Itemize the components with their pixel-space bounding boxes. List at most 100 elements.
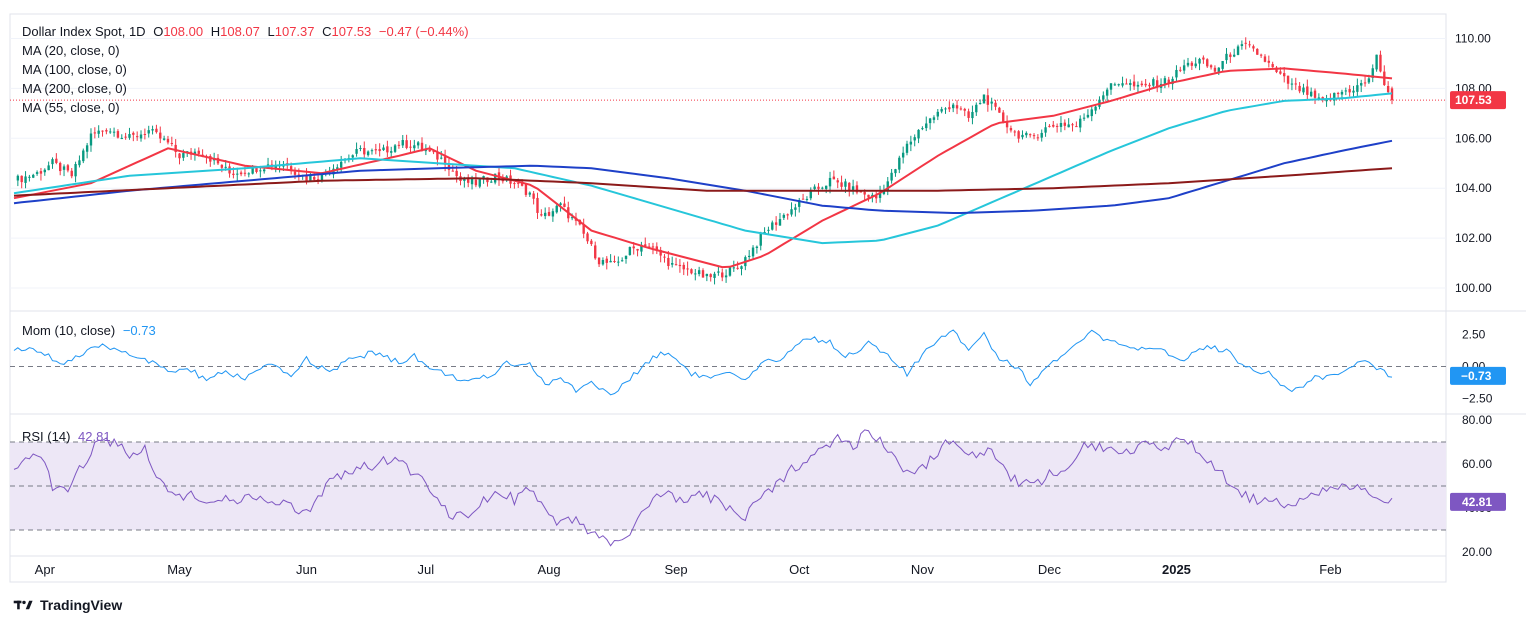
- candle-body: [1313, 90, 1317, 98]
- candle-body: [1213, 67, 1217, 72]
- candle-body: [497, 172, 501, 179]
- candle-body: [93, 132, 97, 134]
- candle-body: [239, 172, 243, 175]
- candle-body: [370, 150, 374, 152]
- candle-body: [901, 152, 905, 158]
- y-tick-label: 102.00: [1455, 231, 1492, 245]
- candle-body: [1036, 137, 1040, 139]
- candle-body: [1198, 58, 1201, 64]
- candle-body: [690, 269, 693, 274]
- candle-body: [16, 175, 20, 181]
- candle-body: [1005, 121, 1009, 128]
- candle-body: [1367, 78, 1371, 83]
- candle-body: [697, 270, 701, 275]
- candle-body: [955, 105, 959, 109]
- candle-body: [193, 151, 197, 156]
- candle-body: [586, 233, 589, 242]
- candle-body: [1190, 62, 1194, 66]
- candle-body: [667, 257, 670, 267]
- candle-body: [794, 207, 797, 210]
- ma20-legend[interactable]: MA (20, close, 0): [22, 43, 120, 58]
- ma55-legend[interactable]: MA (55, close, 0): [22, 100, 120, 115]
- candle-body: [47, 165, 50, 171]
- ma55-line: [13, 92, 1393, 245]
- candle-body: [663, 256, 666, 258]
- candle-body: [1028, 134, 1032, 136]
- low-label: L: [267, 24, 275, 39]
- candle-body: [1055, 125, 1059, 127]
- candle-body: [963, 108, 966, 111]
- candle-body: [1113, 84, 1117, 86]
- momentum-title[interactable]: Mom (10, close): [22, 323, 116, 338]
- candle-body: [701, 270, 705, 278]
- candle-body: [263, 169, 266, 172]
- candle-body: [867, 194, 870, 198]
- candle-body: [886, 181, 889, 191]
- candle-body: [366, 151, 370, 156]
- tradingview-logo[interactable]: TradingView: [12, 597, 122, 613]
- change-value: −0.47 (−0.44%): [378, 24, 469, 39]
- candle-body: [921, 128, 924, 130]
- rsi-tick-labels: 80.00 60.00 40.00 20.00: [1462, 413, 1492, 559]
- ma100-line: [13, 139, 1393, 214]
- candle-body: [959, 108, 963, 110]
- momentum-last-value: −0.73: [1461, 369, 1492, 383]
- candle-body: [617, 261, 620, 263]
- candle-body: [162, 138, 166, 140]
- candle-body: [382, 147, 385, 151]
- candle-body: [313, 177, 316, 180]
- candle-body: [1263, 56, 1267, 62]
- candle-body: [1344, 90, 1348, 92]
- candle-body: [236, 173, 239, 175]
- candle-body: [721, 272, 724, 278]
- candle-body: [24, 176, 27, 183]
- candle-body: [909, 141, 913, 145]
- candle-body: [813, 186, 816, 190]
- ohlc-row: Dollar Index Spot, 1D O108.00 H108.07 L1…: [22, 22, 473, 41]
- candle-body: [1244, 42, 1247, 44]
- candle-body: [851, 186, 855, 190]
- candle-body: [763, 232, 766, 234]
- candle-body: [316, 179, 320, 181]
- candle-body: [32, 174, 35, 178]
- candle-body: [85, 145, 89, 152]
- candle-body: [393, 145, 397, 152]
- rsi-title[interactable]: RSI (14): [22, 429, 71, 444]
- candle-body: [713, 273, 716, 278]
- candle-body: [82, 150, 85, 162]
- candle-body: [97, 130, 100, 134]
- candle-body: [416, 142, 420, 146]
- candle-body: [1094, 106, 1097, 111]
- candle-body: [1132, 81, 1136, 87]
- ma100-legend[interactable]: MA (100, close, 0): [22, 62, 127, 77]
- candle-body: [78, 160, 81, 166]
- candle-body: [1375, 54, 1378, 70]
- symbol-title[interactable]: Dollar Index Spot, 1D: [22, 24, 146, 39]
- ma200-legend[interactable]: MA (200, close, 0): [22, 81, 127, 96]
- candle-body: [855, 185, 859, 193]
- candle-body: [451, 170, 454, 172]
- candle-body: [309, 175, 312, 181]
- candle-body: [547, 211, 551, 216]
- candle-body: [771, 222, 774, 230]
- moving-average-lines: [13, 67, 1393, 269]
- candle-body: [413, 145, 416, 149]
- candle-body: [355, 149, 358, 154]
- x-tick-label: May: [167, 562, 192, 577]
- candle-body: [359, 148, 362, 150]
- candle-body: [478, 179, 481, 187]
- candle-body: [1152, 79, 1155, 86]
- rsi-legend-value: 42.81: [78, 429, 111, 444]
- candle-body: [570, 217, 574, 219]
- close-value: 107.53: [331, 24, 372, 39]
- candle-body: [736, 267, 739, 269]
- candle-body: [486, 177, 489, 183]
- mom-tick-label: −2.50: [1462, 392, 1493, 406]
- candle-body: [70, 170, 73, 177]
- candle-body: [378, 149, 381, 152]
- candle-body: [890, 172, 893, 181]
- candle-body: [432, 151, 435, 153]
- candle-body: [732, 267, 735, 269]
- candle-body: [524, 184, 528, 195]
- candle-body: [1194, 63, 1197, 67]
